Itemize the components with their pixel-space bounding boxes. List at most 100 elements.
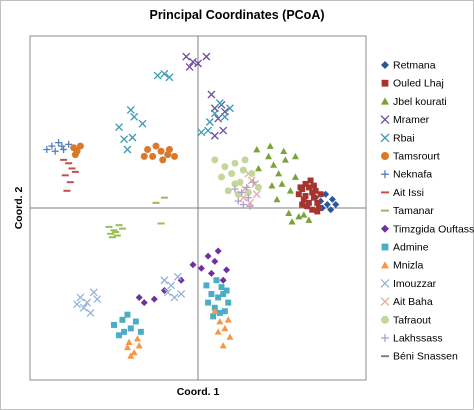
data-point bbox=[305, 184, 312, 191]
legend-marker bbox=[381, 79, 389, 87]
legend-item-ait-baha: Ait Baha bbox=[380, 296, 433, 308]
legend-label: Ait Issi bbox=[393, 187, 424, 199]
data-point bbox=[225, 104, 234, 113]
data-point bbox=[150, 295, 158, 303]
data-point bbox=[202, 52, 211, 61]
data-point bbox=[317, 191, 324, 198]
data-point bbox=[73, 300, 81, 309]
data-point bbox=[305, 216, 313, 223]
data-point bbox=[120, 135, 129, 144]
data-point bbox=[234, 190, 242, 198]
legend-label: Ouled Lhaj bbox=[393, 78, 444, 90]
data-point bbox=[189, 261, 197, 269]
legend-item-rbai: Rbai bbox=[380, 132, 415, 144]
legend-item-tamanar: Tamanar bbox=[381, 205, 434, 217]
data-point bbox=[66, 181, 74, 184]
data-point bbox=[300, 211, 308, 218]
data-point bbox=[332, 201, 340, 209]
data-point bbox=[221, 163, 229, 171]
series-rbai bbox=[115, 69, 234, 154]
data-point bbox=[134, 335, 142, 342]
legend-marker bbox=[381, 315, 389, 324]
data-point bbox=[309, 189, 316, 196]
data-point bbox=[65, 162, 73, 165]
legend-marker bbox=[380, 278, 390, 288]
legend-item-admine: Admine bbox=[381, 242, 429, 254]
legend-marker bbox=[380, 115, 390, 125]
data-point bbox=[214, 328, 222, 335]
legend-label: Imouzzar bbox=[393, 278, 437, 290]
data-point bbox=[302, 180, 309, 187]
data-point bbox=[214, 114, 223, 123]
data-point bbox=[115, 224, 123, 227]
data-point bbox=[224, 187, 232, 195]
data-point bbox=[70, 144, 78, 152]
legend-item-mnizla: Mnizla bbox=[381, 260, 424, 272]
legend-marker bbox=[381, 152, 389, 160]
data-point bbox=[160, 276, 169, 285]
data-point bbox=[254, 164, 262, 172]
data-point bbox=[160, 196, 168, 199]
data-point bbox=[219, 276, 227, 284]
data-point bbox=[291, 173, 299, 180]
data-point bbox=[116, 332, 123, 339]
legend-marker bbox=[381, 224, 389, 233]
data-point bbox=[124, 311, 131, 318]
data-point bbox=[58, 142, 66, 150]
data-point bbox=[170, 152, 178, 160]
data-point bbox=[105, 225, 113, 228]
legend-marker bbox=[381, 243, 389, 251]
data-point bbox=[135, 293, 143, 301]
data-point bbox=[307, 177, 314, 184]
data-point bbox=[121, 328, 128, 335]
data-point bbox=[224, 316, 232, 323]
data-point bbox=[252, 190, 261, 199]
legend-item-imouzzar: Imouzzar bbox=[380, 278, 437, 290]
data-point bbox=[203, 282, 210, 289]
data-point bbox=[309, 206, 316, 213]
legend-label: Tafraout bbox=[393, 314, 431, 326]
data-point bbox=[221, 324, 229, 332]
data-point bbox=[300, 196, 307, 203]
legend: Retmana Ouled Lhaj Jbel kourati Mramer Rbai T… bbox=[380, 60, 474, 363]
series-admine bbox=[111, 277, 232, 339]
data-point bbox=[89, 288, 98, 297]
data-point bbox=[86, 308, 95, 317]
data-point bbox=[205, 118, 214, 126]
data-point bbox=[182, 52, 191, 61]
data-point bbox=[238, 189, 246, 197]
data-point bbox=[239, 166, 247, 174]
data-point bbox=[231, 159, 239, 167]
data-point bbox=[48, 142, 56, 150]
data-point bbox=[234, 197, 242, 205]
data-point bbox=[280, 147, 288, 155]
data-point bbox=[113, 234, 121, 237]
data-point bbox=[218, 284, 225, 291]
series-timzgida-ouftass bbox=[135, 247, 231, 307]
data-point bbox=[76, 293, 85, 302]
data-point bbox=[248, 170, 256, 178]
data-point bbox=[60, 146, 68, 154]
data-point bbox=[189, 57, 197, 66]
data-point bbox=[71, 170, 79, 173]
legend-marker bbox=[380, 133, 390, 143]
data-point bbox=[173, 272, 182, 281]
data-point bbox=[249, 178, 257, 186]
legend-item-jbel-kourati: Jbel kourati bbox=[381, 96, 447, 108]
data-point bbox=[216, 318, 224, 325]
data-point bbox=[314, 199, 321, 206]
data-point bbox=[207, 90, 216, 99]
legend-label: Tamanar bbox=[393, 205, 434, 217]
data-point bbox=[140, 152, 148, 160]
legend-label: Béni Snassen bbox=[393, 351, 458, 363]
data-point bbox=[125, 338, 133, 345]
data-point bbox=[213, 277, 220, 284]
data-point bbox=[278, 180, 286, 187]
data-point bbox=[137, 328, 144, 335]
data-point bbox=[130, 348, 138, 356]
data-point bbox=[132, 318, 139, 325]
legend-item-neknafa: Neknafa bbox=[381, 169, 432, 181]
legend-item-ait-issi: Ait Issi bbox=[381, 187, 424, 199]
data-point bbox=[152, 201, 160, 204]
